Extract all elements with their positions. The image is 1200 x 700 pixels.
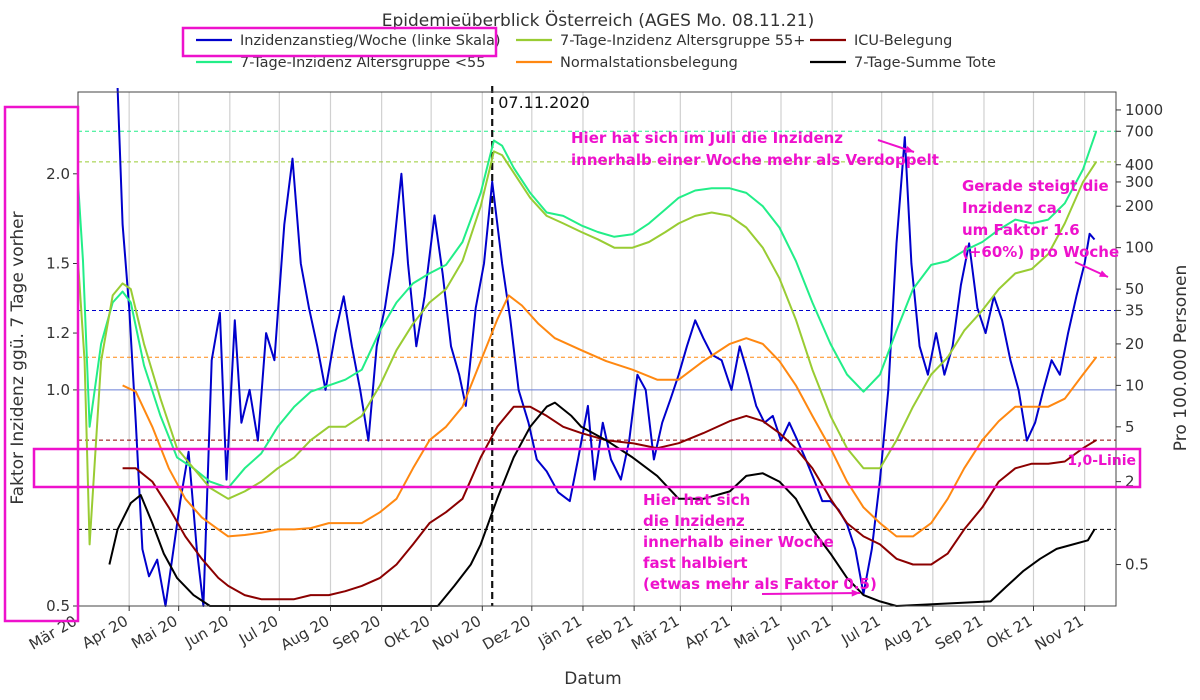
right-y-tick-label: 100 xyxy=(1125,239,1154,257)
x-tick-label: Jul 20 xyxy=(235,612,281,649)
series-layer xyxy=(77,87,1098,607)
annotation-text: Hier hat sich im Juli die Inzidenz xyxy=(571,129,843,147)
annotation-text: (etwas mehr als Faktor 0.5) xyxy=(643,575,877,593)
annotation-text: die Inzidenz xyxy=(643,512,745,530)
x-tick-label: Aug 20 xyxy=(277,612,332,654)
date-marker-label: 07.11.2020 xyxy=(498,93,590,112)
right-y-tick-label: 0.5 xyxy=(1125,556,1149,574)
legend-label: ICU-Belegung xyxy=(854,33,952,49)
right-y-tick-label: 20 xyxy=(1125,335,1144,353)
x-tick-label: Dez 20 xyxy=(479,612,533,654)
x-tick-label: Mai 21 xyxy=(731,612,783,653)
annotation-text: Gerade steigt die xyxy=(962,177,1109,195)
right-y-tick-label: 5 xyxy=(1125,418,1135,436)
x-tick-label: Sep 21 xyxy=(932,612,986,654)
annotation-text: um Faktor 1.6 xyxy=(962,221,1080,239)
x-tick-label: Jul 21 xyxy=(837,612,883,649)
annotation-arrow xyxy=(761,592,861,595)
annotation-text: Inzidenz ca. xyxy=(962,199,1062,217)
x-tick-label: Aug 21 xyxy=(880,612,935,654)
x-tick-label: Jun 20 xyxy=(181,612,232,652)
left-y-tick-label: 1.0 xyxy=(46,381,70,399)
annotation-arrowhead xyxy=(1099,270,1108,277)
annotation-arrowhead xyxy=(851,589,860,597)
series-line xyxy=(77,130,1098,489)
x-tick-label: Feb 21 xyxy=(583,612,636,653)
left-y-tick-label: 1.5 xyxy=(46,254,70,272)
right-y-tick-label: 50 xyxy=(1125,280,1144,298)
series-line xyxy=(122,405,1097,601)
x-tick-label: Okt 21 xyxy=(983,612,1036,653)
legend: Inzidenzanstieg/Woche (linke Skala) 7-Tag… xyxy=(181,26,996,71)
x-tick-label: Okt 20 xyxy=(381,612,434,653)
one-line-label: 1,0-Linie xyxy=(1067,453,1136,469)
chart-title: Epidemieüberblick Österreich (AGES Mo. 0… xyxy=(382,9,814,31)
legend-label: 7-Tage-Inzidenz Altersgruppe <55 xyxy=(240,55,485,71)
x-tick-label: Mär 20 xyxy=(26,612,80,654)
x-tick-label: Nov 21 xyxy=(1032,612,1087,654)
right-y-axis-label: Pro 100.000 Personen xyxy=(1171,265,1191,451)
legend-label: Normalstationsbelegung xyxy=(560,55,738,71)
x-tick-label: Mai 20 xyxy=(128,612,180,653)
right-y-tick-label: 2 xyxy=(1125,473,1135,491)
x-tick-label: Nov 20 xyxy=(429,612,484,654)
right-y-tick-label: 35 xyxy=(1125,301,1144,319)
x-tick-label: Mär 21 xyxy=(628,612,682,654)
annotation-arrowhead xyxy=(905,146,914,153)
right-y-tick-label: 700 xyxy=(1125,122,1154,140)
series-line xyxy=(108,401,1096,607)
x-tick-label: Jän 21 xyxy=(534,612,585,652)
x-tick-label: Sep 20 xyxy=(329,612,383,654)
left-y-tick-label: 2.0 xyxy=(46,165,70,183)
x-tick-label: Apr 20 xyxy=(79,612,131,652)
legend-highlight-box xyxy=(181,26,498,58)
right-y-tick-label: 1000 xyxy=(1125,101,1163,119)
left-y-axis-label: Faktor Inzidenz ggü. 7 Tage vorher xyxy=(8,211,28,504)
right-y-tick-label: 300 xyxy=(1125,173,1154,191)
right-y-tick-label: 200 xyxy=(1125,197,1154,215)
annotation-text: innerhalb einer Woche xyxy=(643,533,834,551)
right-y-tick-label: 10 xyxy=(1125,376,1144,394)
legend-label: 7-Tage-Summe Tote xyxy=(854,55,996,71)
x-tick-label: Jun 21 xyxy=(783,612,834,652)
annotations-layer: Hier hat sich im Juli die Inzidenz innerh… xyxy=(3,105,1142,623)
annotation-text: fast halbiert xyxy=(643,554,748,572)
annotation-text: (+60%) pro Woche xyxy=(962,243,1119,261)
series-line xyxy=(122,294,1097,538)
right-y-tick-label: 400 xyxy=(1125,156,1154,174)
one-line-highlight-box xyxy=(32,447,1142,489)
annotation-text: Hier hat sich xyxy=(643,491,750,509)
series-line xyxy=(116,87,1096,607)
annotation-text: innerhalb einer Woche mehr als Verdoppel… xyxy=(571,151,939,169)
left-y-tick-label: 0.5 xyxy=(46,597,70,615)
x-tick-label: Apr 21 xyxy=(681,612,733,652)
legend-label: Inzidenzanstieg/Woche (linke Skala) xyxy=(240,33,501,49)
x-axis-label: Datum xyxy=(564,669,622,689)
left-y-tick-label: 1.2 xyxy=(46,324,70,342)
series-line xyxy=(77,150,1098,546)
left-axis-highlight-box xyxy=(3,105,80,623)
legend-label: 7-Tage-Inzidenz Altersgruppe 55+ xyxy=(560,33,805,49)
